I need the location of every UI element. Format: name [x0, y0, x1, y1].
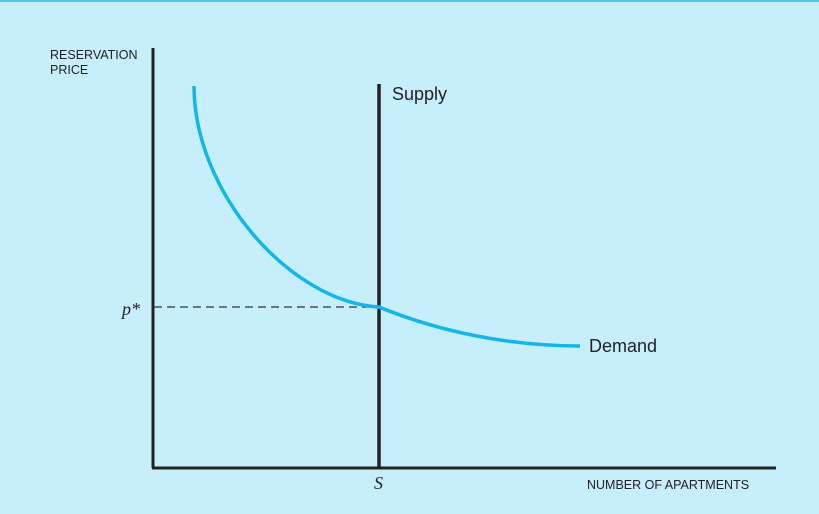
- demand-label: Demand: [589, 336, 657, 356]
- y-axis-label-line1: RESERVATION: [50, 48, 138, 62]
- demand-curve: [192, 85, 581, 348]
- y-axis-label-line2: PRICE: [50, 63, 88, 77]
- x-axis-label: NUMBER OF APARTMENTS: [587, 478, 749, 492]
- quantity-label: S: [374, 473, 383, 493]
- price-label: p*: [120, 299, 140, 319]
- supply-label: Supply: [392, 84, 447, 104]
